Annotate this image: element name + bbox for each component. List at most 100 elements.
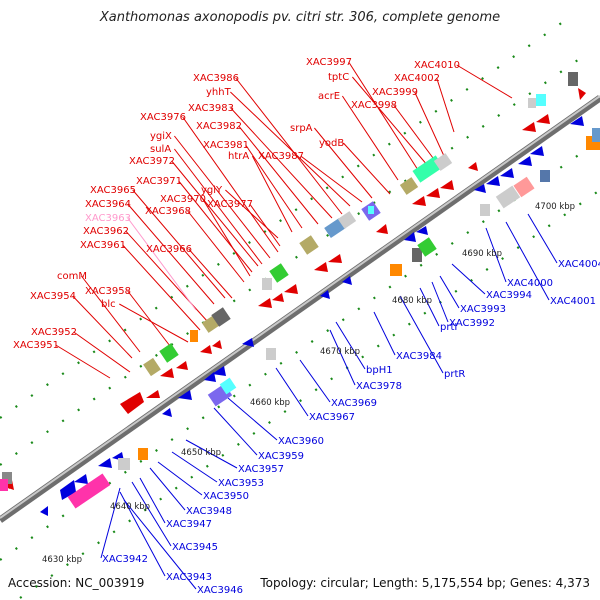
forward-gene-label[interactable]: XAC3970 [160,194,206,205]
leader-line [178,180,253,273]
gene-arrow [328,254,342,263]
forward-gene-label[interactable]: comM [57,271,87,282]
reverse-gene-label[interactable]: XAC3960 [278,436,324,447]
kbp-label: 4690 kbp [462,249,502,259]
leader-line [335,321,366,370]
reverse-gene-label[interactable]: prtI [440,322,457,333]
forward-gene-label[interactable]: ygiY [201,185,223,196]
reverse-gene-label[interactable]: XAC3947 [166,519,212,530]
forward-gene-label[interactable]: sulA [150,144,171,155]
gene-box [480,204,490,216]
reverse-gene-labels: XAC3942 XAC3943 XAC3945 XAC3946 XAC3947 XAC39… [102,259,600,596]
reverse-gene-label[interactable]: prtR [444,369,465,380]
reverse-gene-label[interactable]: XAC3953 [218,478,264,489]
gene-box [513,176,535,198]
gene-arrow [500,168,514,178]
gene-arrow [570,116,584,126]
gene-arrow [440,180,454,190]
forward-gene-label[interactable]: XAC3963 [85,213,131,224]
reverse-gene-label[interactable]: XAC3950 [203,491,249,502]
forward-gene-label[interactable]: XAC3965 [90,185,136,196]
forward-gene-label[interactable]: XAC3952 [31,327,77,338]
reverse-gene-label[interactable]: XAC4001 [550,296,596,307]
forward-gene-label[interactable]: XAC3981 [203,140,249,151]
forward-gene-label[interactable]: srpA [290,123,313,134]
forward-gene-label[interactable]: XAC3999 [372,87,418,98]
leader-line [439,275,460,309]
forward-gene-label[interactable]: XAC3998 [351,100,397,111]
forward-gene-label[interactable]: tptC [328,72,349,83]
reverse-gene-label[interactable]: XAC3957 [238,464,284,475]
forward-gene-label[interactable]: XAC4010 [414,60,460,71]
forward-gene-label[interactable]: XAC3971 [136,176,182,187]
forward-gene-label[interactable]: ygiX [150,131,172,142]
summary-text: Topology: circular; Length: 5,175,554 bp… [260,576,590,590]
forward-gene-label[interactable]: XAC3976 [140,112,186,123]
kbp-label: 4660 kbp [250,398,290,408]
reverse-gene-label[interactable]: XAC3943 [166,572,212,583]
reverse-gene-label[interactable]: XAC4000 [507,278,553,289]
gene-box [118,458,130,470]
leader-line [157,461,203,496]
forward-gene-label[interactable]: XAC3997 [306,57,352,68]
forward-gene-label[interactable]: XAC3961 [80,240,126,251]
forward-gene-label[interactable]: XAC3962 [83,226,129,237]
gene-arrow [284,284,298,294]
forward-gene-label[interactable]: yodB [319,138,344,149]
gene-arrow [204,372,216,382]
reverse-gene-label[interactable]: XAC3993 [460,304,506,315]
forward-gene-label[interactable]: XAC3958 [85,286,131,297]
forward-gene-label[interactable]: XAC3972 [129,156,175,167]
leader-line [174,148,263,265]
reverse-gene-label[interactable]: XAC3967 [309,412,355,423]
leader-line [300,155,363,203]
forward-gene-label[interactable]: XAC3968 [145,206,191,217]
gene-box [536,94,546,106]
reverse-gene-label[interactable]: XAC4004 [558,259,600,270]
gene-arrow [272,293,284,302]
forward-gene-label[interactable]: XAC3983 [188,103,234,114]
forward-gene-label[interactable]: htrA [228,151,249,162]
forward-gene-label[interactable]: XAC3986 [193,73,239,84]
leader-line [456,64,513,99]
gene-box [266,348,276,360]
forward-gene-label[interactable]: XAC3966 [146,244,192,255]
forward-gene-label[interactable]: XAC3987 [258,151,304,162]
reverse-gene-label[interactable]: XAC3992 [449,318,495,329]
forward-gene-label[interactable]: XAC3964 [85,199,131,210]
forward-gene-label[interactable]: XAC4002 [394,73,440,84]
gene-box [138,448,148,460]
gene-arrow [120,392,144,414]
forward-gene-label[interactable]: blc [101,299,116,310]
reverse-gene-label[interactable]: XAC3978 [356,381,402,392]
accession-text: Accession: NC_003919 [8,576,145,590]
leader-line [188,248,233,299]
reverse-gene-label[interactable]: XAC3984 [396,351,442,362]
reverse-gene-label[interactable]: XAC3994 [486,290,532,301]
reverse-gene-label[interactable]: XAC3959 [258,451,304,462]
gene-arrow [98,458,112,468]
reverse-gene-label[interactable]: XAC3948 [186,506,232,517]
forward-gene-label[interactable]: XAC3977 [207,199,253,210]
reverse-gene-label[interactable]: XAC3946 [197,585,243,596]
forward-gene-label[interactable]: yhhT [206,87,232,98]
leader-line [238,125,319,225]
leader-line [505,221,550,301]
gene-box [368,206,374,214]
leader-line [329,329,356,386]
reverse-gene-label[interactable]: XAC3942 [102,554,148,565]
forward-gene-label[interactable]: XAC3954 [30,291,76,302]
forward-gene-label[interactable]: acrE [318,91,340,102]
leader-line [431,281,449,323]
reverse-gene-label[interactable]: XAC3945 [172,542,218,553]
forward-gene-label[interactable]: XAC3982 [196,121,242,132]
gene-arrow [212,340,222,349]
reverse-gene-label[interactable]: bpH1 [366,365,393,376]
leader-line [149,467,186,511]
forward-gene-label[interactable]: XAC3951 [13,340,59,351]
leader-line [123,499,197,590]
reverse-gene-label[interactable]: XAC3969 [331,398,377,409]
leader-line [127,290,171,347]
gene-arrow [162,408,172,417]
gene-box [299,235,319,255]
